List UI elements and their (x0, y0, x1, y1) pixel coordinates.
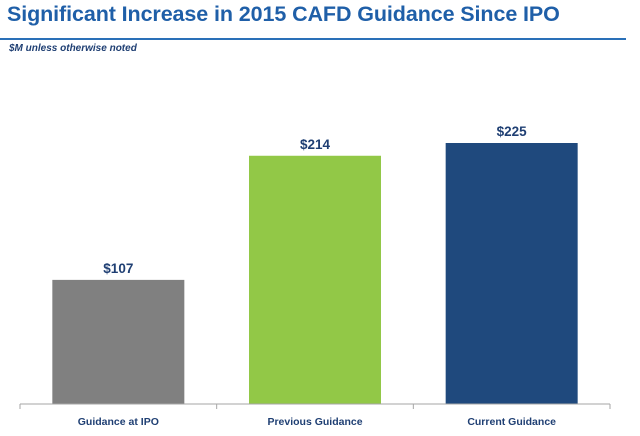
category-labels-group: Guidance at IPO Previous Guidance Current … (78, 416, 556, 428)
data-label: $225 (497, 124, 528, 139)
category-label: Previous Guidance (267, 416, 362, 428)
category-label: Guidance at IPO (78, 416, 159, 428)
data-labels-group: $107 $214 $225 (103, 124, 527, 276)
data-label: $214 (300, 137, 331, 152)
category-label: Current Guidance (467, 416, 556, 428)
bar-previous-guidance (249, 155, 381, 404)
bar-guidance-at-ipo (52, 279, 185, 404)
bars-group (52, 143, 578, 404)
title-divider (0, 38, 626, 40)
data-label: $107 (103, 261, 133, 276)
x-axis-ticks (19, 404, 611, 409)
page-title: Significant Increase in 2015 CAFD Guidan… (7, 2, 560, 26)
units-note: $M unless otherwise noted (9, 43, 137, 54)
bar-current-guidance (445, 143, 578, 404)
